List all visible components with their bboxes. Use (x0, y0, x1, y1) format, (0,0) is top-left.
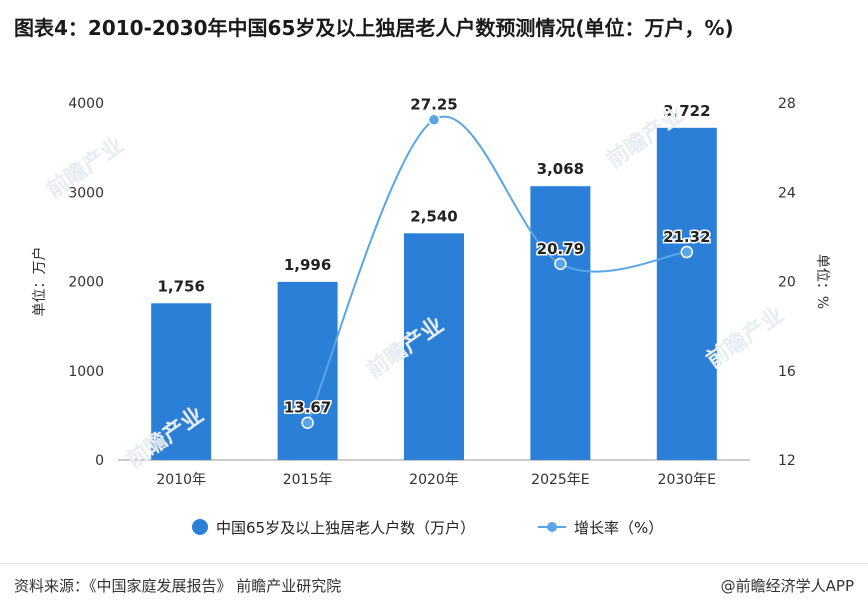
y2-tick-label: 24 (778, 185, 796, 201)
growth-rate-point (427, 113, 441, 126)
y2-tick-label: 20 (778, 275, 796, 291)
bar (277, 281, 338, 460)
legend-line-label: 增长率（%） (574, 519, 663, 537)
bar (151, 303, 212, 460)
source-note: 资料来源：《中国家庭发展报告》 前瞻产业研究院 (14, 577, 342, 595)
bar-value-label: 1,996 (284, 256, 331, 274)
y-tick-label: 2000 (68, 275, 104, 291)
y-tick-label: 4000 (68, 96, 104, 112)
growth-rate-point (554, 257, 567, 271)
x-tick-label: 2025年E (531, 472, 589, 488)
bar (530, 186, 591, 460)
bar-value-label: 3,722 (663, 102, 710, 120)
growth-rate-label: 20.79 (537, 240, 584, 258)
combo-chart: 0 1000 2000 3000 4000 12 16 20 24 28 单位：万户 单位：% 1,75… (31, 94, 830, 537)
y2-tick-label: 28 (778, 96, 796, 112)
y-tick-label: 3000 (68, 185, 104, 201)
bar-value-label: 2,540 (410, 207, 457, 225)
bar (656, 127, 717, 461)
growth-rate-label: 27.25 (410, 96, 457, 114)
growth-rate-point (680, 245, 694, 259)
growth-rate-label: 21.32 (663, 228, 710, 246)
growth-rate-label: 13.67 (284, 399, 331, 417)
chart-title: 图表4：2010-2030年中国65岁及以上独居老人户数预测情况(单位：万户，%… (14, 16, 734, 40)
bar-value-label: 1,756 (157, 277, 204, 295)
bar-value-label: 3,068 (537, 160, 584, 178)
x-tick-label: 2020年 (409, 472, 459, 488)
brand-credit: @前瞻经济学人APP (720, 577, 854, 595)
y2-tick-label: 12 (778, 453, 796, 469)
bar (404, 233, 464, 460)
legend-bar-label: 中国65岁及以上独居老人户数（万户） (216, 519, 475, 537)
footer-divider (0, 563, 868, 564)
y-axis-title: 单位：万户 (31, 247, 48, 317)
y2-axis-title: 单位：% (814, 254, 830, 309)
y2-tick-label: 16 (778, 364, 796, 380)
growth-rate-line (306, 115, 687, 424)
y-tick-label: 0 (95, 453, 104, 469)
x-tick-label: 2030年E (658, 472, 716, 488)
growth-rate-point (301, 416, 314, 429)
x-tick-label: 2010年 (156, 472, 206, 488)
y-tick-label: 1000 (68, 364, 104, 380)
legend-line-dot (547, 522, 557, 532)
legend-bar-marker (192, 519, 208, 535)
x-tick-label: 2015年 (283, 472, 333, 488)
